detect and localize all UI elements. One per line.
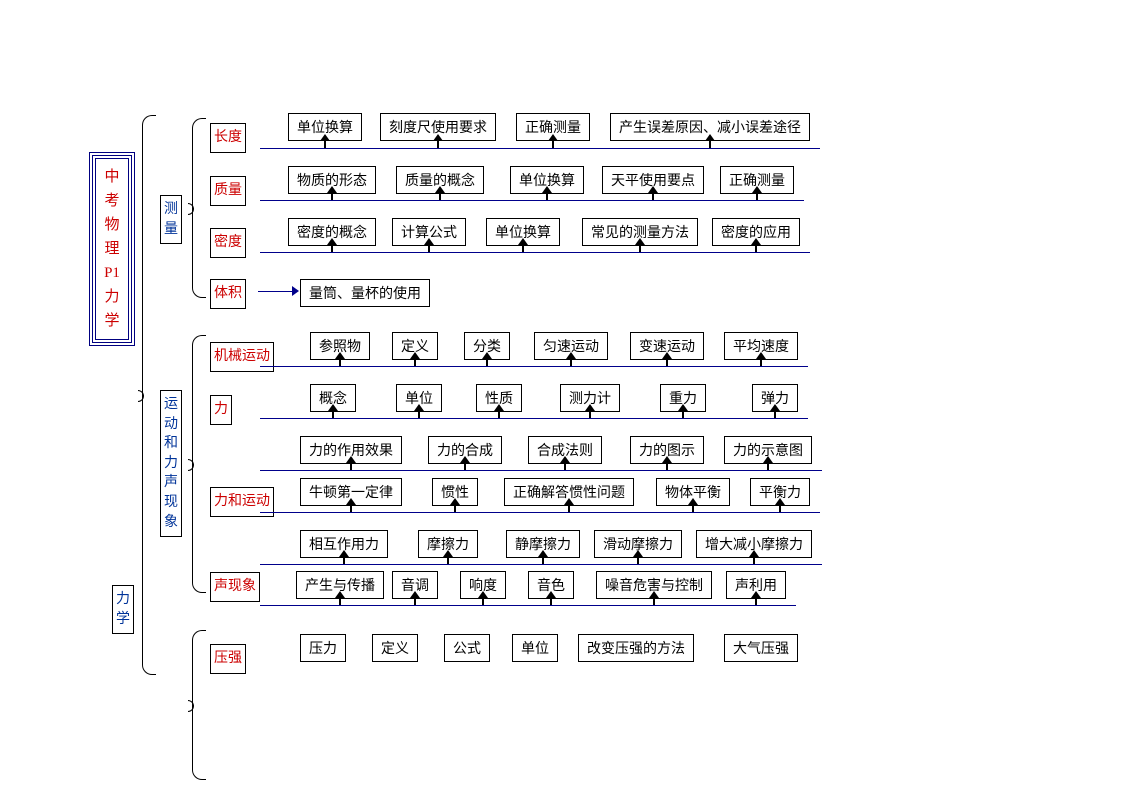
- row-connector: [260, 418, 808, 419]
- up-arrow: [752, 186, 762, 193]
- row-connector: [260, 252, 810, 253]
- subcat-sound: 声现象: [210, 572, 260, 602]
- subcat-kinematics: 机械运动: [210, 342, 274, 372]
- up-arrow: [751, 238, 761, 245]
- up-arrow: [410, 591, 420, 598]
- up-arrow: [560, 456, 570, 463]
- root-title: 中考 物理 P1力 学: [92, 155, 132, 343]
- up-arrow: [749, 550, 759, 557]
- up-arrow: [662, 352, 672, 359]
- category-mechanics: 力学: [112, 585, 134, 634]
- up-arrow: [335, 352, 345, 359]
- row-connector: [260, 512, 820, 513]
- up-arrow: [320, 134, 330, 141]
- up-arrow: [460, 456, 470, 463]
- leaf-node: 压力: [300, 634, 346, 662]
- up-arrow: [346, 498, 356, 505]
- subcat-force: 力: [210, 395, 232, 425]
- up-arrow: [705, 134, 715, 141]
- subcat-density: 密度: [210, 228, 246, 258]
- leaf-node: 定义: [372, 634, 418, 662]
- brace-measure: [192, 118, 206, 298]
- up-arrow: [662, 456, 672, 463]
- brace-root: [142, 115, 156, 675]
- subcat-pressure: 压强: [210, 644, 246, 674]
- row-connector: [260, 470, 822, 471]
- up-arrow: [763, 456, 773, 463]
- up-arrow: [564, 498, 574, 505]
- up-arrow: [482, 352, 492, 359]
- up-arrow: [450, 498, 460, 505]
- leaf-node: 公式: [444, 634, 490, 662]
- leaf-node: 改变压强的方法: [578, 634, 694, 662]
- up-arrow: [424, 238, 434, 245]
- category-measure: 测量: [160, 195, 182, 244]
- up-arrow: [648, 186, 658, 193]
- subcat-volume: 体积: [210, 279, 246, 309]
- up-arrow: [756, 352, 766, 359]
- up-arrow: [327, 186, 337, 193]
- up-arrow: [339, 550, 349, 557]
- row-connector: [260, 148, 820, 149]
- row-connector: [260, 605, 796, 606]
- brace-mech: [192, 630, 206, 780]
- up-arrow: [548, 134, 558, 141]
- up-arrow: [585, 404, 595, 411]
- diagram-stage: { "type": "tree", "colors": { "backgroun…: [0, 0, 1122, 793]
- brace-motion: [192, 335, 206, 593]
- up-arrow: [518, 238, 528, 245]
- up-arrow: [635, 238, 645, 245]
- leaf-node: 量筒、量杯的使用: [300, 279, 430, 307]
- up-arrow: [751, 591, 761, 598]
- row-connector: [260, 200, 804, 201]
- up-arrow: [478, 591, 488, 598]
- up-arrow: [649, 591, 659, 598]
- up-arrow: [328, 404, 338, 411]
- subcat-mass: 质量: [210, 176, 246, 206]
- up-arrow: [335, 591, 345, 598]
- up-arrow: [433, 134, 443, 141]
- volume-arrow: [258, 291, 292, 292]
- up-arrow: [775, 498, 785, 505]
- leaf-node: 单位: [512, 634, 558, 662]
- up-arrow: [542, 186, 552, 193]
- up-arrow: [435, 186, 445, 193]
- up-arrow: [538, 550, 548, 557]
- up-arrow: [770, 404, 780, 411]
- category-motion: 运动 和力 声 现象: [160, 390, 182, 537]
- up-arrow: [688, 498, 698, 505]
- up-arrow: [566, 352, 576, 359]
- row-connector: [260, 564, 822, 565]
- leaf-node: 大气压强: [724, 634, 798, 662]
- up-arrow: [346, 456, 356, 463]
- volume-arrow-head: [292, 286, 299, 296]
- up-arrow: [678, 404, 688, 411]
- up-arrow: [546, 591, 556, 598]
- subcat-length: 长度: [210, 123, 246, 153]
- up-arrow: [633, 550, 643, 557]
- up-arrow: [494, 404, 504, 411]
- row-connector: [260, 366, 808, 367]
- up-arrow: [443, 550, 453, 557]
- up-arrow: [327, 238, 337, 245]
- up-arrow: [414, 404, 424, 411]
- up-arrow: [410, 352, 420, 359]
